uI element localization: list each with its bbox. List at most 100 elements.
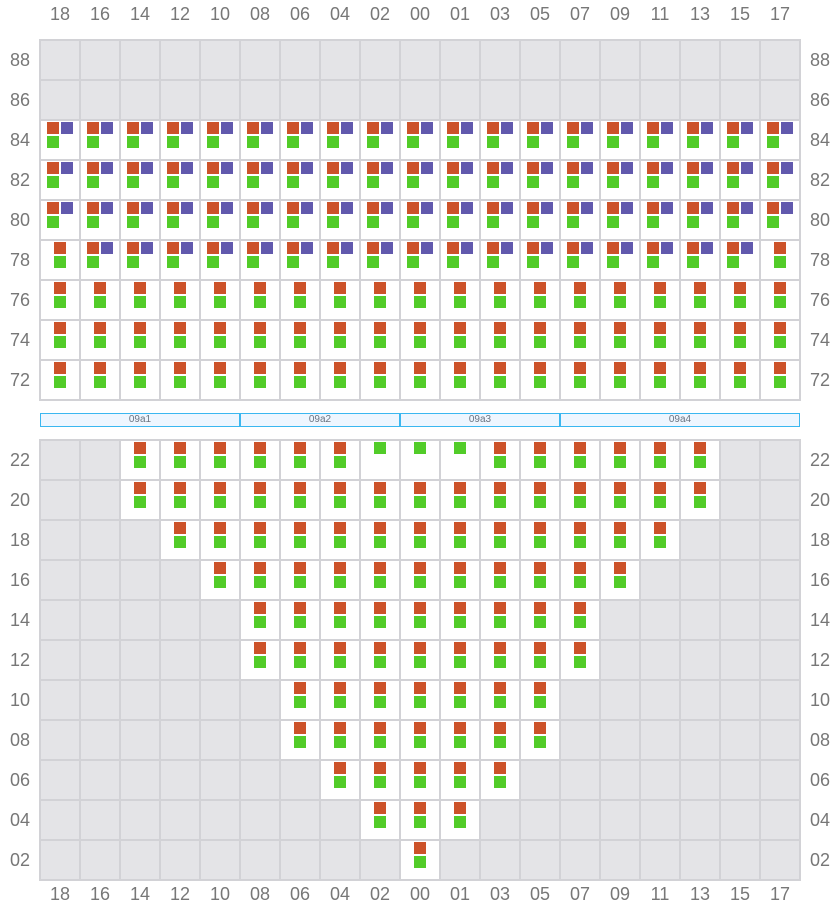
empty-slot-cell[interactable] bbox=[720, 640, 760, 680]
empty-slot-cell[interactable] bbox=[600, 800, 640, 840]
slot-cell[interactable] bbox=[280, 680, 320, 720]
empty-slot-cell[interactable] bbox=[120, 560, 160, 600]
empty-slot-cell[interactable] bbox=[760, 440, 800, 480]
slot-cell[interactable] bbox=[80, 200, 120, 240]
empty-slot-cell[interactable] bbox=[560, 40, 600, 80]
section-bar[interactable]: 09a1 bbox=[40, 413, 240, 427]
slot-cell[interactable] bbox=[560, 280, 600, 320]
empty-slot-cell[interactable] bbox=[80, 800, 120, 840]
slot-cell[interactable] bbox=[400, 320, 440, 360]
empty-slot-cell[interactable] bbox=[640, 840, 680, 880]
slot-cell[interactable] bbox=[120, 240, 160, 280]
slot-cell[interactable] bbox=[400, 800, 440, 840]
empty-slot-cell[interactable] bbox=[120, 760, 160, 800]
empty-slot-cell[interactable] bbox=[320, 840, 360, 880]
empty-slot-cell[interactable] bbox=[600, 760, 640, 800]
slot-cell[interactable] bbox=[120, 320, 160, 360]
slot-cell[interactable] bbox=[240, 160, 280, 200]
empty-slot-cell[interactable] bbox=[720, 800, 760, 840]
empty-slot-cell[interactable] bbox=[440, 40, 480, 80]
empty-slot-cell[interactable] bbox=[480, 80, 520, 120]
slot-cell[interactable] bbox=[280, 480, 320, 520]
slot-cell[interactable] bbox=[280, 600, 320, 640]
slot-cell[interactable] bbox=[640, 200, 680, 240]
slot-cell[interactable] bbox=[160, 480, 200, 520]
slot-cell[interactable] bbox=[400, 520, 440, 560]
slot-cell[interactable] bbox=[520, 520, 560, 560]
slot-cell[interactable] bbox=[720, 240, 760, 280]
empty-slot-cell[interactable] bbox=[760, 80, 800, 120]
empty-slot-cell[interactable] bbox=[360, 840, 400, 880]
slot-cell[interactable] bbox=[280, 320, 320, 360]
empty-slot-cell[interactable] bbox=[120, 800, 160, 840]
empty-slot-cell[interactable] bbox=[480, 40, 520, 80]
slot-cell[interactable] bbox=[640, 360, 680, 400]
empty-slot-cell[interactable] bbox=[40, 560, 80, 600]
empty-slot-cell[interactable] bbox=[280, 40, 320, 80]
empty-slot-cell[interactable] bbox=[160, 840, 200, 880]
slot-cell[interactable] bbox=[240, 640, 280, 680]
empty-slot-cell[interactable] bbox=[760, 520, 800, 560]
slot-cell[interactable] bbox=[240, 560, 280, 600]
slot-cell[interactable] bbox=[400, 720, 440, 760]
slot-cell[interactable] bbox=[280, 560, 320, 600]
slot-cell[interactable] bbox=[80, 240, 120, 280]
slot-cell[interactable] bbox=[80, 160, 120, 200]
slot-cell[interactable] bbox=[480, 720, 520, 760]
slot-cell[interactable] bbox=[400, 360, 440, 400]
empty-slot-cell[interactable] bbox=[640, 40, 680, 80]
slot-cell[interactable] bbox=[40, 160, 80, 200]
slot-cell[interactable] bbox=[240, 200, 280, 240]
slot-cell[interactable] bbox=[280, 120, 320, 160]
slot-cell[interactable] bbox=[600, 520, 640, 560]
empty-slot-cell[interactable] bbox=[520, 80, 560, 120]
empty-slot-cell[interactable] bbox=[160, 80, 200, 120]
slot-cell[interactable] bbox=[40, 120, 80, 160]
empty-slot-cell[interactable] bbox=[160, 640, 200, 680]
slot-cell[interactable] bbox=[600, 120, 640, 160]
slot-cell[interactable] bbox=[480, 480, 520, 520]
slot-cell[interactable] bbox=[520, 240, 560, 280]
slot-cell[interactable] bbox=[400, 640, 440, 680]
slot-cell[interactable] bbox=[680, 280, 720, 320]
slot-cell[interactable] bbox=[560, 560, 600, 600]
empty-slot-cell[interactable] bbox=[720, 560, 760, 600]
empty-slot-cell[interactable] bbox=[760, 40, 800, 80]
empty-slot-cell[interactable] bbox=[760, 840, 800, 880]
slot-cell[interactable] bbox=[240, 280, 280, 320]
slot-cell[interactable] bbox=[240, 320, 280, 360]
empty-slot-cell[interactable] bbox=[560, 720, 600, 760]
slot-cell[interactable] bbox=[440, 200, 480, 240]
empty-slot-cell[interactable] bbox=[200, 760, 240, 800]
slot-cell[interactable] bbox=[440, 240, 480, 280]
empty-slot-cell[interactable] bbox=[760, 760, 800, 800]
slot-cell[interactable] bbox=[760, 280, 800, 320]
empty-slot-cell[interactable] bbox=[280, 760, 320, 800]
slot-cell[interactable] bbox=[40, 280, 80, 320]
empty-slot-cell[interactable] bbox=[640, 720, 680, 760]
slot-cell[interactable] bbox=[200, 440, 240, 480]
empty-slot-cell[interactable] bbox=[240, 720, 280, 760]
slot-cell[interactable] bbox=[440, 520, 480, 560]
slot-cell[interactable] bbox=[400, 120, 440, 160]
empty-slot-cell[interactable] bbox=[680, 640, 720, 680]
empty-slot-cell[interactable] bbox=[320, 80, 360, 120]
slot-cell[interactable] bbox=[360, 640, 400, 680]
slot-cell[interactable] bbox=[400, 760, 440, 800]
slot-cell[interactable] bbox=[360, 480, 400, 520]
empty-slot-cell[interactable] bbox=[640, 600, 680, 640]
empty-slot-cell[interactable] bbox=[120, 840, 160, 880]
empty-slot-cell[interactable] bbox=[720, 680, 760, 720]
slot-cell[interactable] bbox=[520, 160, 560, 200]
slot-cell[interactable] bbox=[600, 320, 640, 360]
slot-cell[interactable] bbox=[360, 280, 400, 320]
slot-cell[interactable] bbox=[560, 320, 600, 360]
slot-cell[interactable] bbox=[320, 760, 360, 800]
slot-cell[interactable] bbox=[120, 120, 160, 160]
empty-slot-cell[interactable] bbox=[280, 80, 320, 120]
empty-slot-cell[interactable] bbox=[40, 720, 80, 760]
empty-slot-cell[interactable] bbox=[80, 80, 120, 120]
slot-cell[interactable] bbox=[360, 760, 400, 800]
slot-cell[interactable] bbox=[640, 120, 680, 160]
empty-slot-cell[interactable] bbox=[400, 40, 440, 80]
